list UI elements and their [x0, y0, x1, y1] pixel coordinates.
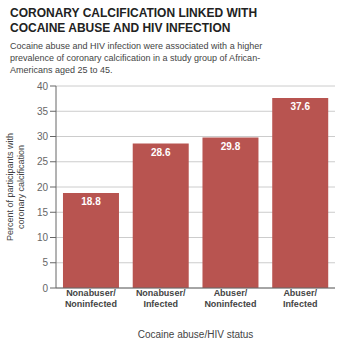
svg-text:Abuser/Infected: Abuser/Infected — [283, 288, 318, 309]
svg-text:25: 25 — [37, 156, 49, 167]
html-text:CORONARY CALCIFICATION LINKED: CORONARY CALCIFICATION LINKED WITH — [10, 6, 258, 20]
svg-text:35: 35 — [37, 106, 49, 117]
svg-text:Percent of participants withco: Percent of participants withcoronary cal… — [8, 133, 26, 241]
svg-text:Abuser/Noninfected: Abuser/Noninfected — [204, 288, 256, 309]
svg-text:18.8: 18.8 — [81, 196, 101, 207]
svg-text:30: 30 — [37, 131, 49, 142]
svg-text:Nonabuser/Noninfected: Nonabuser/Noninfected — [65, 288, 117, 309]
svg-text:5: 5 — [42, 257, 48, 268]
svg-text:40: 40 — [37, 81, 49, 92]
svg-text:Nonabuser/Infected: Nonabuser/Infected — [136, 288, 186, 309]
svg-text:Cocaine abuse/HIV status: Cocaine abuse/HIV status — [138, 329, 254, 340]
html-text:COCAINE ABUSE AND HIV INFECTIO: COCAINE ABUSE AND HIV INFECTION — [10, 21, 231, 35]
svg-text:20: 20 — [37, 182, 49, 193]
svg-text:29.8: 29.8 — [221, 141, 241, 152]
svg-text:10: 10 — [37, 232, 49, 243]
svg-text:15: 15 — [37, 207, 49, 218]
html-text:Cocaine abuse and HIV infectio: Cocaine abuse and HIV infection were ass… — [10, 41, 263, 75]
svg-text:28.6: 28.6 — [151, 147, 171, 158]
svg-text:0: 0 — [42, 283, 48, 294]
svg-text:37.6: 37.6 — [290, 101, 310, 112]
